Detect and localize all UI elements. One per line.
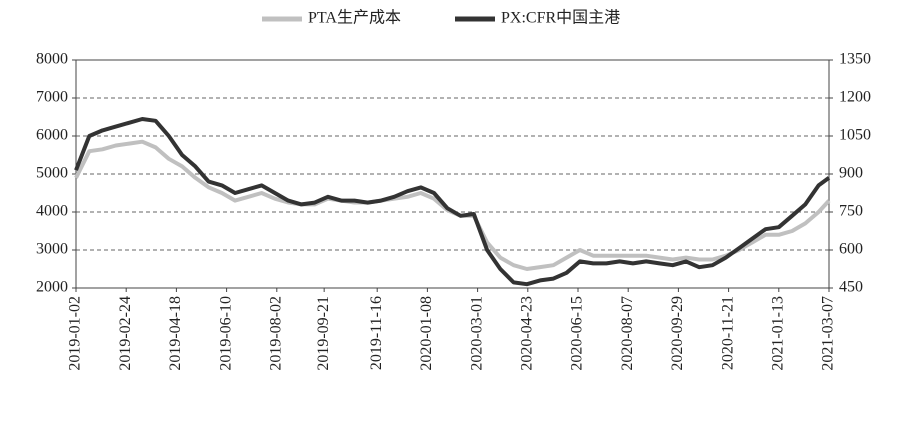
- y-tick-label: 3000: [36, 241, 68, 258]
- y-tick-label: 4000: [36, 203, 68, 220]
- x-tick-label: 2019-09-21: [315, 296, 332, 371]
- x-tick-label: 2019-11-16: [368, 296, 385, 370]
- y2-tick-label: 600: [839, 241, 863, 258]
- x-tick-label: 2021-01-13: [769, 296, 786, 371]
- x-tick-label: 2020-01-08: [418, 296, 435, 371]
- x-tick-label: 2021-03-07: [820, 296, 837, 371]
- y-tick-label: 5000: [36, 165, 68, 182]
- x-tick-label: 2020-03-01: [468, 296, 485, 371]
- x-tick-label: 2020-09-29: [669, 296, 686, 371]
- y2-tick-label: 450: [839, 279, 863, 296]
- x-tick-label: 2019-04-18: [167, 296, 184, 371]
- legend-label: PTA生产成本: [308, 9, 401, 27]
- x-tick-label: 2019-02-24: [117, 296, 134, 371]
- y-tick-label: 6000: [36, 127, 68, 144]
- series-line: [74, 117, 831, 287]
- legend-label: PX:CFR中国主港: [501, 9, 620, 27]
- x-tick-label: 2020-06-15: [569, 296, 586, 371]
- y-tick-label: 8000: [36, 51, 68, 68]
- x-tick-label: 2019-01-02: [67, 296, 84, 371]
- y2-tick-label: 1200: [839, 89, 871, 106]
- y2-tick-label: 1350: [839, 51, 871, 68]
- y2-tick-label: 900: [839, 165, 863, 182]
- x-tick-label: 2020-04-23: [518, 296, 535, 371]
- y2-tick-label: 1050: [839, 127, 871, 144]
- y-tick-label: 7000: [36, 89, 68, 106]
- x-tick-label: 2020-08-07: [619, 296, 636, 371]
- x-tick-label: 2019-06-10: [217, 296, 234, 371]
- y-tick-label: 2000: [36, 279, 68, 296]
- x-tick-label: 2020-11-21: [719, 296, 736, 370]
- x-tick-label: 2019-08-02: [267, 296, 284, 371]
- y2-tick-label: 750: [839, 203, 863, 220]
